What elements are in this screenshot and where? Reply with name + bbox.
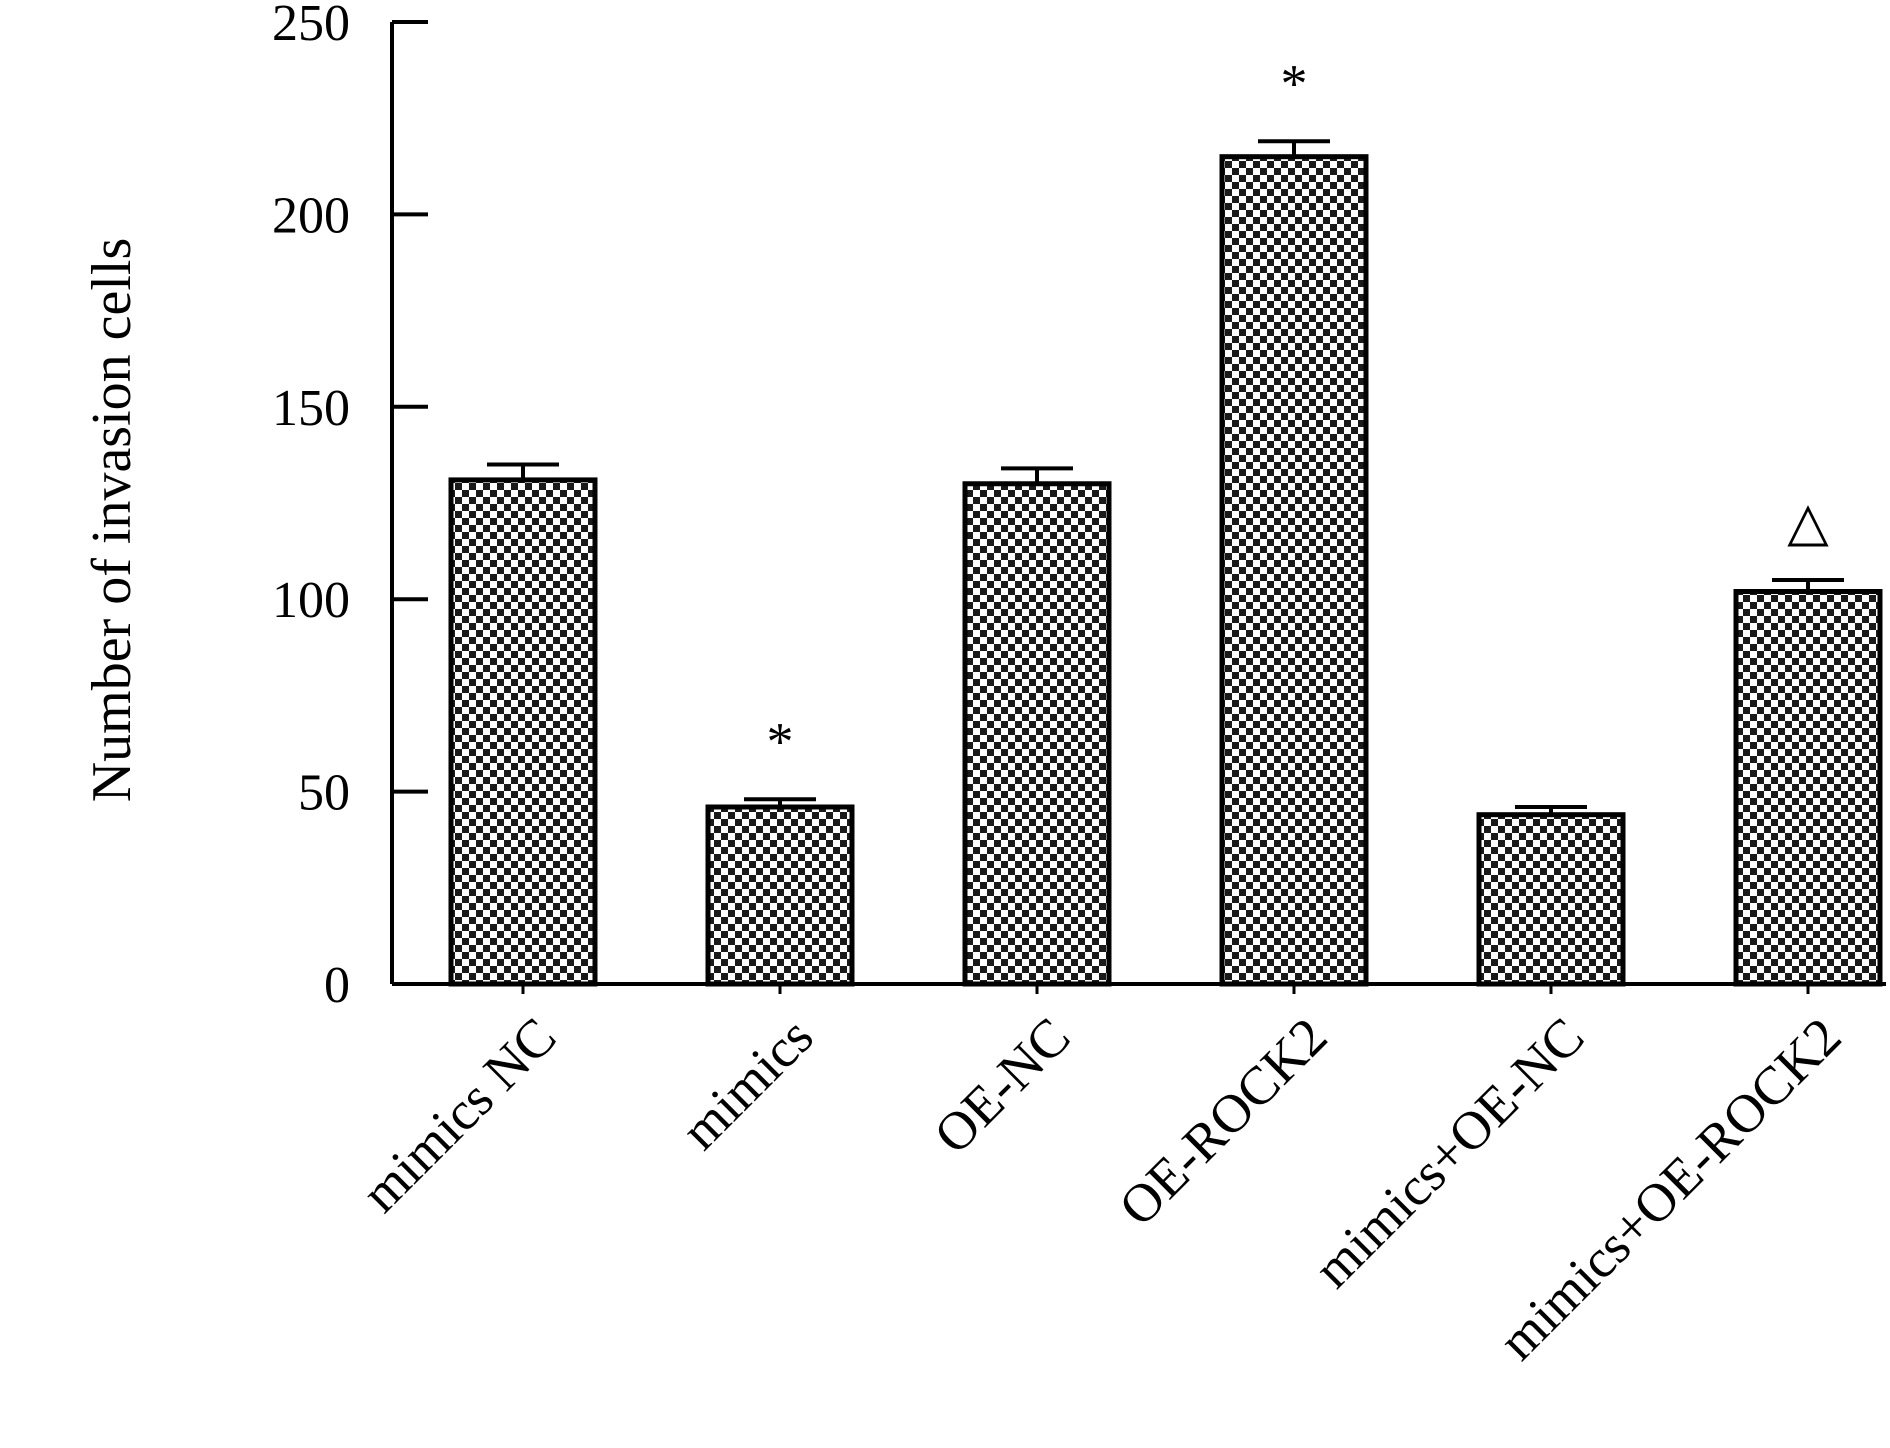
error-bar <box>1515 804 1587 815</box>
bars <box>448 154 1883 987</box>
annotations: * * △ <box>767 53 1830 771</box>
y-tick-label: 250 <box>272 0 350 52</box>
significance-mark: * <box>1281 53 1308 113</box>
error-bar <box>1001 466 1073 484</box>
y-ticks: 0 50 100 150 200 250 <box>272 0 428 1014</box>
x-category-label: mimics+OE-NC <box>1302 1006 1595 1299</box>
error-bars <box>487 139 1844 815</box>
y-axis-title: Number of invasion cells <box>81 238 143 803</box>
x-category-label: mimics NC <box>350 1006 567 1223</box>
significance-mark: * <box>767 711 794 771</box>
error-bar <box>1772 577 1844 592</box>
error-bar <box>744 797 816 807</box>
bar <box>705 804 855 987</box>
y-tick-label: 150 <box>272 380 350 437</box>
bar <box>1733 589 1883 987</box>
y-tick-label: 50 <box>298 765 350 822</box>
bar <box>1219 154 1369 987</box>
significance-mark: △ <box>1787 492 1829 552</box>
error-bar <box>1258 139 1330 157</box>
x-category-label: OE-NC <box>922 1006 1081 1165</box>
y-tick-label: 100 <box>272 572 350 629</box>
x-category-labels: mimics NC mimics OE-NC OE-ROCK2mimics+OE-NC… <box>350 984 1852 1371</box>
bar <box>962 481 1112 987</box>
x-category-label: OE-ROCK2 <box>1107 1006 1338 1237</box>
y-tick-label: 200 <box>272 187 350 244</box>
error-bar <box>487 462 559 480</box>
bar <box>1476 812 1626 987</box>
bar <box>448 477 598 987</box>
x-category-label: mimics <box>670 1006 825 1161</box>
y-tick-label: 0 <box>324 957 350 1014</box>
